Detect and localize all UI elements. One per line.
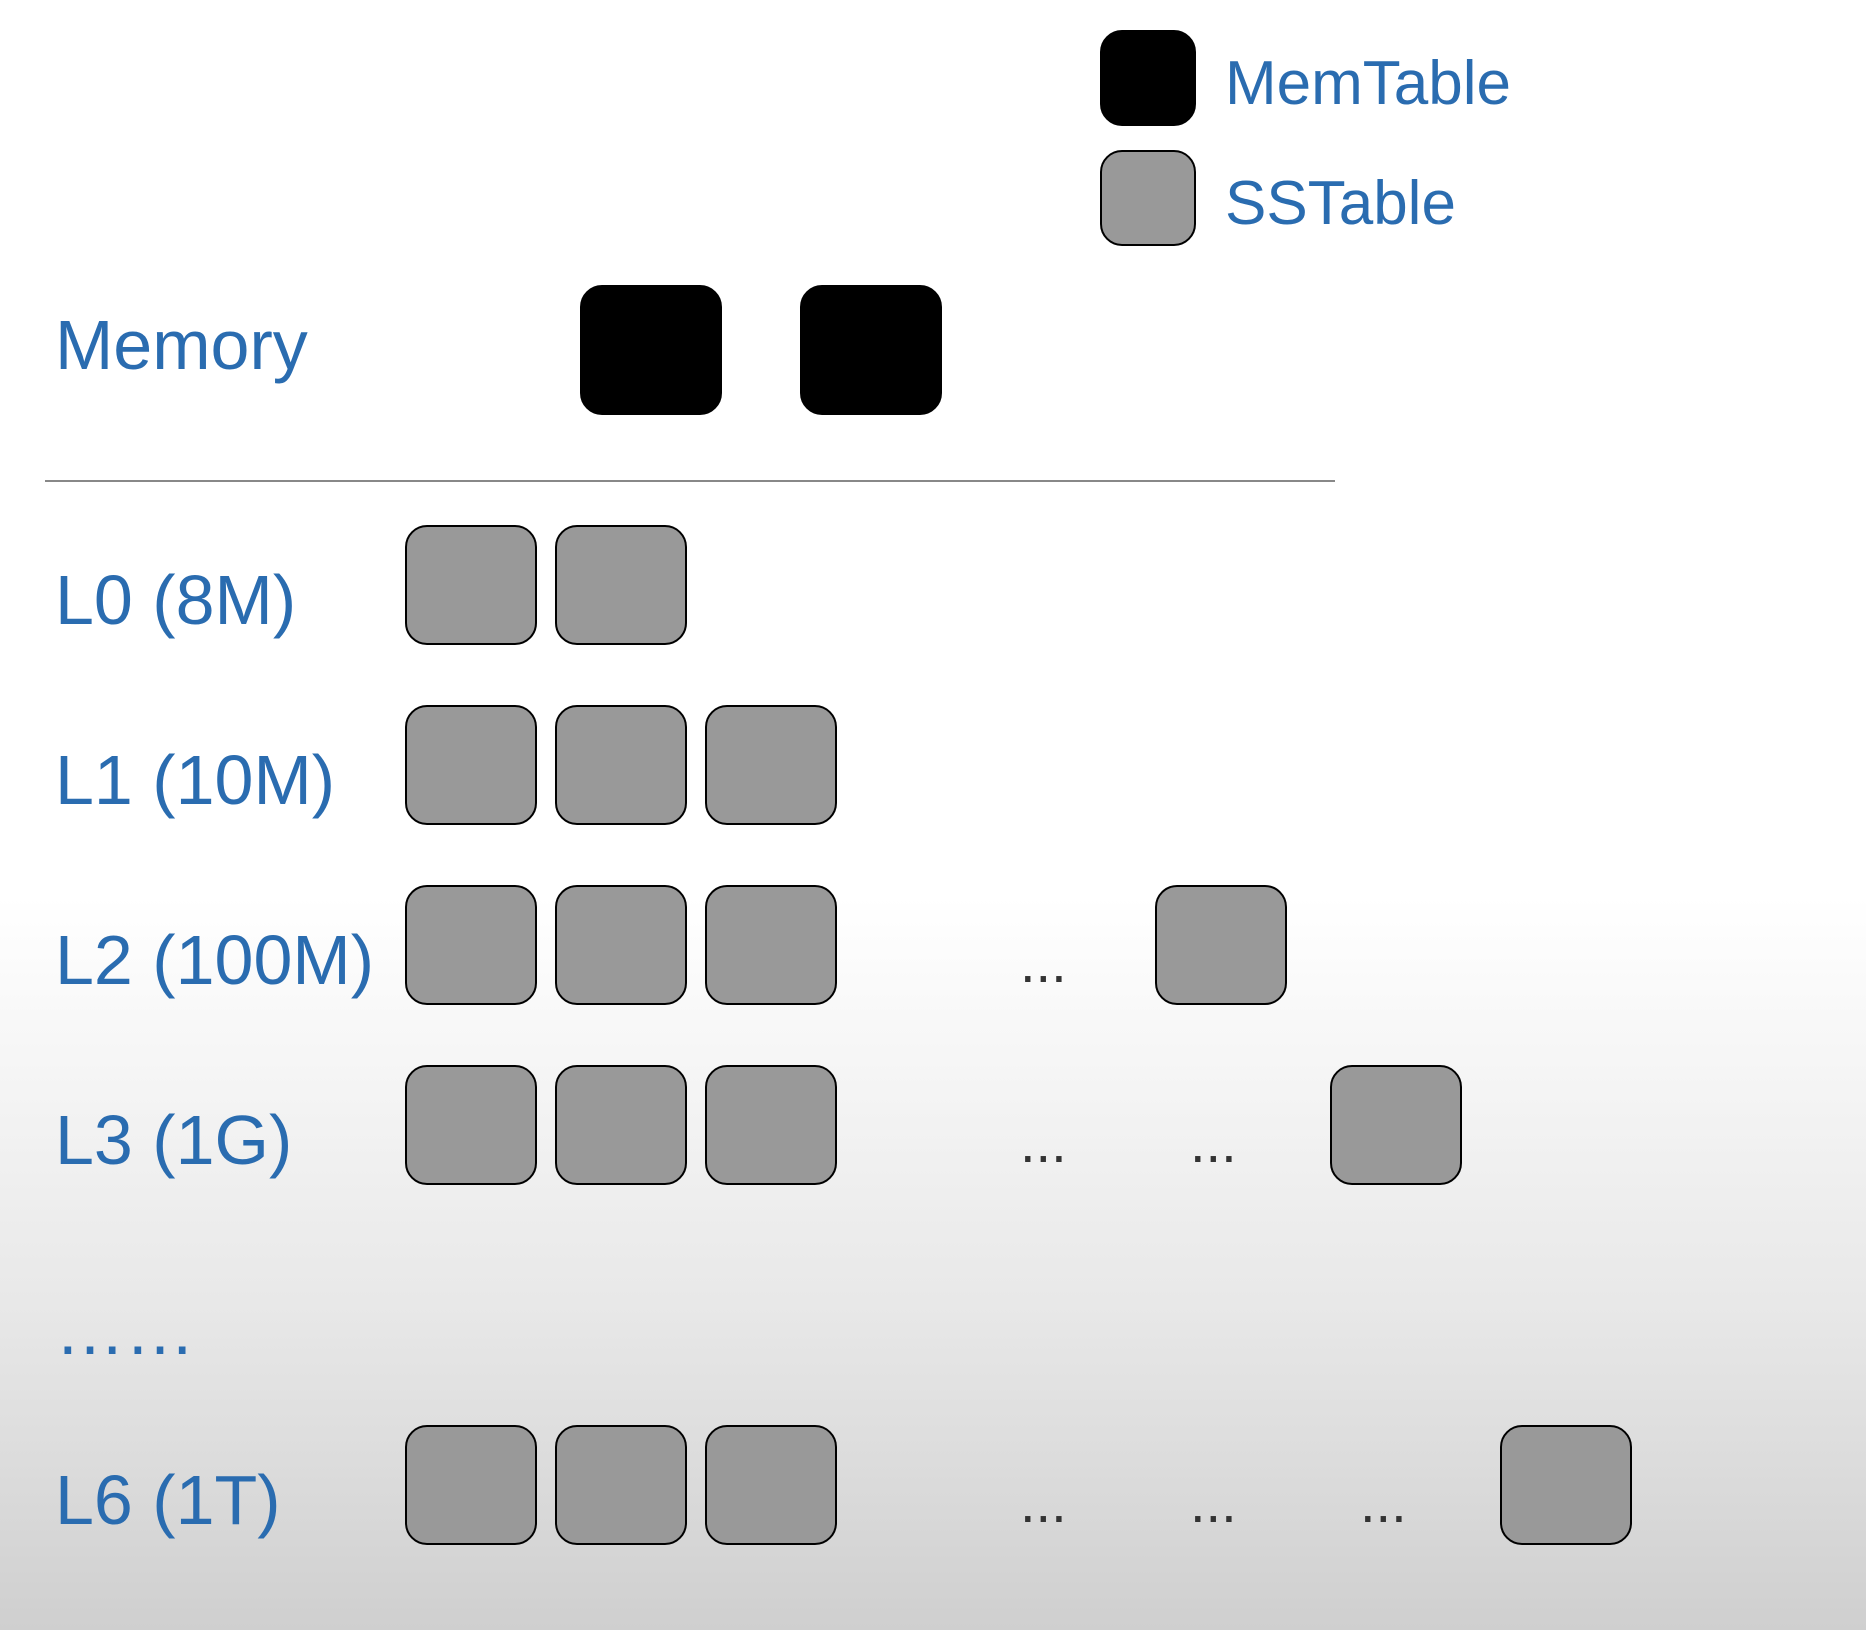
memtable-block xyxy=(580,285,722,415)
sstable-block xyxy=(555,705,687,825)
legend-swatch-sstable xyxy=(1100,150,1196,246)
ellipsis: ... xyxy=(1020,930,1067,995)
sstable-block xyxy=(555,885,687,1005)
level-gap-ellipsis: …… xyxy=(55,1290,195,1370)
ellipsis: ... xyxy=(1020,1110,1067,1175)
ellipsis: ... xyxy=(1020,1470,1067,1535)
sstable-block xyxy=(705,1425,837,1545)
sstable-block xyxy=(405,525,537,645)
sstable-block xyxy=(405,1065,537,1185)
sstable-block xyxy=(555,1065,687,1185)
sstable-block xyxy=(705,885,837,1005)
legend-label-memtable: MemTable xyxy=(1225,48,1511,119)
level-label-l3: L3 (1G) xyxy=(55,1100,292,1180)
sstable-block xyxy=(1330,1065,1462,1185)
level-label-l2: L2 (100M) xyxy=(55,920,374,1000)
memory-label: Memory xyxy=(55,305,308,385)
sstable-block xyxy=(555,1425,687,1545)
memory-disk-divider xyxy=(45,480,1335,482)
sstable-block xyxy=(705,705,837,825)
level-label-l0: L0 (8M) xyxy=(55,560,296,640)
sstable-block xyxy=(405,705,537,825)
sstable-block xyxy=(1500,1425,1632,1545)
legend-swatch-memtable xyxy=(1100,30,1196,126)
memtable-block xyxy=(800,285,942,415)
sstable-block xyxy=(705,1065,837,1185)
ellipsis: ... xyxy=(1190,1110,1237,1175)
sstable-block xyxy=(405,885,537,1005)
legend-label-sstable: SSTable xyxy=(1225,168,1456,239)
sstable-block xyxy=(1155,885,1287,1005)
level-label-l1: L1 (10M) xyxy=(55,740,335,820)
sstable-block xyxy=(555,525,687,645)
ellipsis: ... xyxy=(1190,1470,1237,1535)
level-label-l6: L6 (1T) xyxy=(55,1460,281,1540)
sstable-block xyxy=(405,1425,537,1545)
ellipsis: ... xyxy=(1360,1470,1407,1535)
